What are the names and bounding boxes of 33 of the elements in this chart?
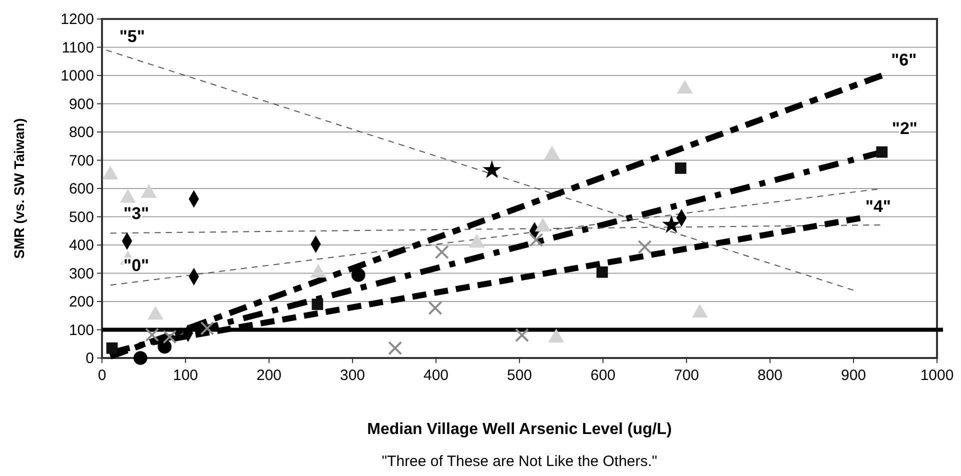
series-label: "3"	[124, 204, 150, 224]
x-tick-label: 1000	[920, 367, 954, 384]
y-tick-label: 800	[68, 124, 94, 141]
series-label: "5"	[119, 27, 145, 46]
x-tick-label: 900	[840, 367, 866, 384]
y-tick-label: 1100	[62, 39, 94, 56]
x-tick-label: 400	[423, 367, 449, 384]
y-tick-label: 400	[68, 237, 94, 254]
series-label: "0"	[124, 256, 150, 276]
y-tick-label: 500	[68, 208, 94, 226]
y-tick-label: 100	[68, 322, 94, 339]
y-axis-title: SMR (vs. SW Taiwan)	[11, 118, 27, 259]
y-tick-label: 700	[68, 152, 94, 170]
x-tick-label: 800	[757, 367, 783, 384]
x-tick-label: 0	[98, 367, 106, 384]
text: "Three of These are Not Like the Others."	[382, 453, 658, 470]
x-tick-label: 500	[506, 367, 532, 384]
x-tick-label: 700	[674, 367, 700, 384]
y-tick-label: 1200	[60, 11, 94, 28]
y-tick-label: 600	[68, 180, 94, 198]
series-label: "6"	[891, 50, 917, 70]
x-axis-title: Median Village Well Arsenic Level (ug/L)	[367, 421, 672, 438]
x-tick-label: 300	[340, 367, 366, 384]
x-tick-label: 100	[172, 367, 198, 384]
y-tick-label: 0	[86, 350, 94, 367]
y-tick-label: 1000	[60, 68, 94, 84]
y-tick-label: 300	[68, 265, 94, 282]
x-tick-label: 200	[256, 367, 282, 384]
series-label: "4"	[865, 197, 891, 216]
series-label: "2"	[892, 119, 918, 138]
x-tick-label: 600	[590, 367, 616, 384]
y-tick-label: 200	[68, 294, 94, 310]
y-tick-label: 900	[68, 96, 94, 113]
